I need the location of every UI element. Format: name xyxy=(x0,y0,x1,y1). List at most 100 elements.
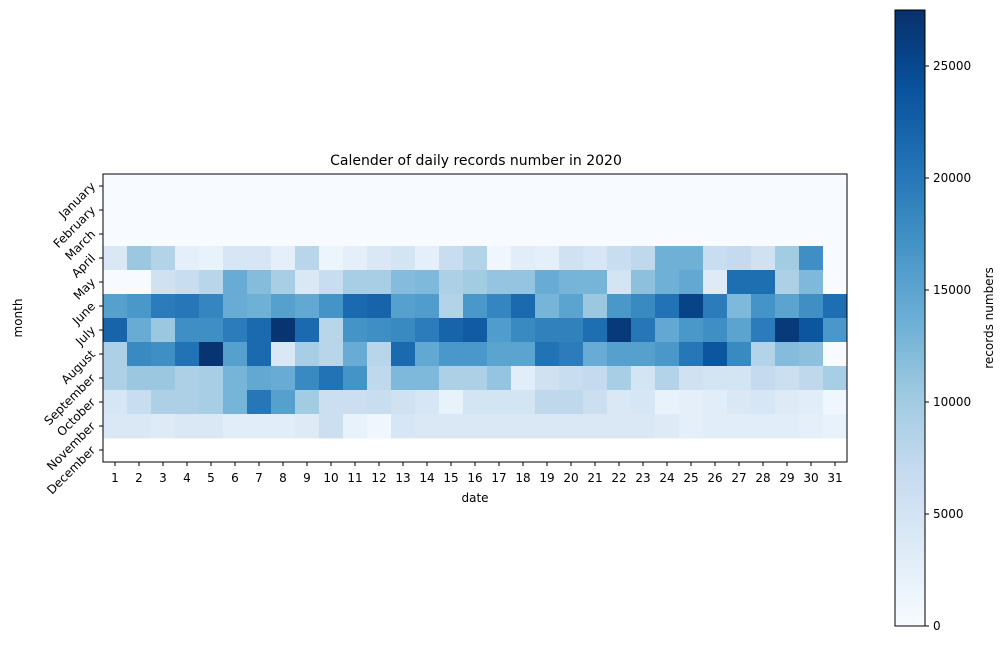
x-tick-label: 13 xyxy=(395,471,410,485)
heatmap-cell xyxy=(319,390,344,415)
heatmap-cell xyxy=(247,246,272,271)
heatmap-cell xyxy=(751,222,776,247)
heatmap-cell xyxy=(271,198,296,223)
heatmap-cell xyxy=(559,174,584,199)
heatmap-cell xyxy=(127,174,152,199)
heatmap-cell xyxy=(679,174,704,199)
colorbar-tick-label: 20000 xyxy=(933,171,971,185)
heatmap-cell xyxy=(319,414,344,439)
heatmap-cell xyxy=(775,366,800,391)
heatmap-cell xyxy=(775,390,800,415)
x-tick-label: 6 xyxy=(231,471,239,485)
heatmap-cell xyxy=(823,174,848,199)
heatmap-cell xyxy=(271,318,296,343)
heatmap-cell xyxy=(823,414,848,439)
heatmap-cell xyxy=(247,390,272,415)
x-tick-label: 22 xyxy=(611,471,626,485)
heatmap-cell xyxy=(127,270,152,295)
heatmap-cell xyxy=(319,318,344,343)
x-tick-label: 11 xyxy=(347,471,362,485)
heatmap-cell xyxy=(439,174,464,199)
heatmap-cell xyxy=(175,414,200,439)
heatmap-cell xyxy=(295,198,320,223)
heatmap-cell xyxy=(775,198,800,223)
heatmap-cell xyxy=(175,342,200,367)
heatmap-cell xyxy=(343,246,368,271)
heatmap-cell xyxy=(679,294,704,319)
heatmap-cell xyxy=(151,342,176,367)
heatmap-cell xyxy=(175,390,200,415)
x-tick-label: 29 xyxy=(779,471,794,485)
heatmap-cell xyxy=(367,246,392,271)
colorbar-label: records numbers xyxy=(982,267,996,368)
heatmap-cell xyxy=(463,222,488,247)
heatmap-cell xyxy=(367,294,392,319)
heatmap-cell xyxy=(751,270,776,295)
heatmap-cell xyxy=(511,270,536,295)
heatmap-cell xyxy=(271,414,296,439)
heatmap-cell xyxy=(127,198,152,223)
heatmap-cell xyxy=(343,366,368,391)
heatmap-cell xyxy=(127,294,152,319)
heatmap-cell xyxy=(151,318,176,343)
x-tick-label: 17 xyxy=(491,471,506,485)
heatmap-cell xyxy=(247,366,272,391)
x-tick-label: 2 xyxy=(135,471,143,485)
heatmap-cell xyxy=(703,294,728,319)
heatmap-cell xyxy=(799,294,824,319)
heatmap-cell xyxy=(175,318,200,343)
heatmap-cell xyxy=(511,174,536,199)
heatmap-cell xyxy=(655,294,680,319)
heatmap-cell xyxy=(103,270,128,295)
heatmap-cell xyxy=(175,222,200,247)
heatmap-cell xyxy=(343,390,368,415)
heatmap-cell xyxy=(391,342,416,367)
heatmap-cell xyxy=(103,390,128,415)
x-tick-label: 24 xyxy=(659,471,674,485)
heatmap-cell xyxy=(415,414,440,439)
x-tick-label: 18 xyxy=(515,471,530,485)
x-axis-ticks: 1 2 3 4 5 6 7 8 9 10 11 12 13 14 15 16 17 18 19 20 21 22 23 24 2… xyxy=(111,462,843,485)
heatmap-cell xyxy=(703,342,728,367)
x-tick-label: 9 xyxy=(303,471,311,485)
heatmap-cell xyxy=(583,222,608,247)
x-tick-label: 19 xyxy=(539,471,554,485)
heatmap-cell xyxy=(391,366,416,391)
heatmap-cell xyxy=(127,246,152,271)
heatmap-cell xyxy=(583,366,608,391)
heatmap-cell xyxy=(799,174,824,199)
heatmap-cell xyxy=(223,270,248,295)
heatmap-cell xyxy=(775,270,800,295)
heatmap-cell xyxy=(295,414,320,439)
colorbar-tick-label: 10000 xyxy=(933,395,971,409)
heatmap-cell xyxy=(175,174,200,199)
heatmap-cell xyxy=(751,342,776,367)
heatmap-cell xyxy=(823,222,848,247)
heatmap-cell xyxy=(415,174,440,199)
heatmap-cell xyxy=(439,414,464,439)
heatmap-cell xyxy=(199,414,224,439)
heatmap-cell xyxy=(367,390,392,415)
heatmap-cell xyxy=(679,270,704,295)
x-tick-label: 16 xyxy=(467,471,482,485)
heatmap-cell xyxy=(199,222,224,247)
heatmap-cell xyxy=(439,318,464,343)
heatmap-cell xyxy=(439,342,464,367)
heatmap-cell xyxy=(415,198,440,223)
heatmap-cell xyxy=(367,222,392,247)
heatmap-cell xyxy=(487,390,512,415)
heatmap-cell xyxy=(199,318,224,343)
colorbar xyxy=(894,9,926,627)
heatmap-cell xyxy=(199,294,224,319)
heatmap-cell xyxy=(103,318,128,343)
heatmap-cell xyxy=(247,222,272,247)
heatmap-cell xyxy=(199,342,224,367)
heatmap-cell xyxy=(607,246,632,271)
heatmap-cell xyxy=(823,246,848,271)
x-tick-label: 20 xyxy=(563,471,578,485)
heatmap-cell xyxy=(319,222,344,247)
heatmap-cell xyxy=(559,294,584,319)
heatmap-cell xyxy=(391,318,416,343)
heatmap-cell xyxy=(631,318,656,343)
x-tick-label: 5 xyxy=(207,471,215,485)
